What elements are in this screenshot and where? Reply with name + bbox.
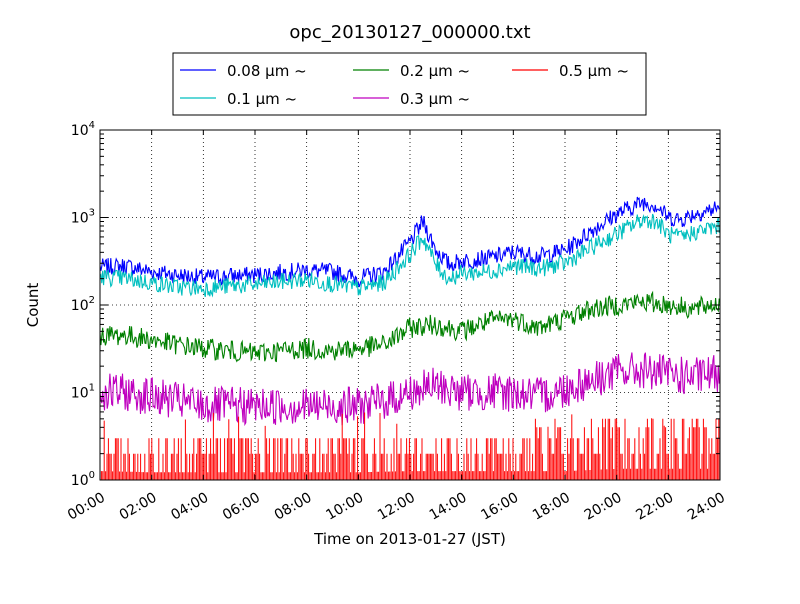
y-axis: 100 101 102 103 104 (71, 120, 720, 489)
x-tick-label: 16:00 (478, 490, 521, 524)
series-group (99, 196, 720, 480)
x-axis-label: Time on 2013-01-27 (JST) (313, 530, 506, 548)
legend-label: 0.2 μm ~ (400, 62, 470, 80)
y-tick-label: 104 (71, 120, 95, 139)
x-tick-label: 06:00 (220, 490, 263, 524)
y-tick-label: 100 (71, 470, 95, 489)
x-tick-label: 02:00 (117, 490, 160, 524)
y-tick-label: 103 (71, 208, 95, 227)
legend-label: 0.08 μm ~ (227, 62, 307, 80)
y-axis-label: Count (24, 283, 42, 328)
x-tick-label: 20:00 (582, 490, 625, 524)
chart-title: opc_20130127_000000.txt (289, 22, 530, 43)
x-tick-label: 18:00 (530, 490, 573, 524)
legend-box (172, 52, 647, 116)
x-tick-label: 04:00 (168, 490, 211, 524)
x-tick-label: 14:00 (427, 490, 470, 524)
x-tick-label: 08:00 (272, 490, 315, 524)
x-tick-label: 10:00 (323, 490, 366, 524)
legend-label: 0.5 μm ~ (559, 62, 629, 80)
series-line (99, 352, 720, 427)
series-line (99, 196, 720, 288)
legend: 0.08 μm ~ 0.1 μm ~ 0.2 μm ~ 0.3 μm ~ 0.5 μm … (172, 52, 647, 116)
x-tick-label: 24:00 (685, 490, 728, 524)
legend-label: 0.3 μm ~ (400, 90, 470, 108)
y-tick-label: 101 (71, 383, 95, 402)
legend-label: 0.1 μm ~ (227, 90, 297, 108)
y-tick-label: 102 (71, 295, 95, 314)
series-line (99, 213, 720, 298)
x-tick-label: 22:00 (633, 490, 676, 524)
series-line (99, 290, 720, 363)
x-tick-label: 00:00 (65, 490, 108, 524)
series-line (99, 412, 720, 480)
x-tick-label: 12:00 (375, 490, 418, 524)
